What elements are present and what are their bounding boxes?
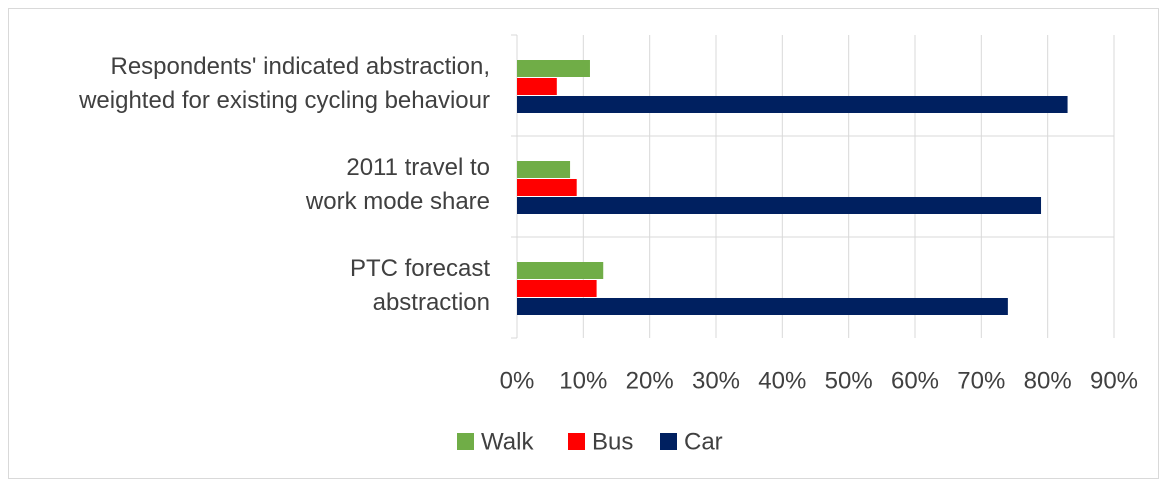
y-tick-label: abstraction	[373, 289, 490, 316]
x-tick-label: 60%	[891, 367, 939, 394]
legend-label: Car	[684, 428, 723, 455]
y-tick-label: weighted for existing cycling behaviour	[78, 87, 490, 114]
bar	[517, 280, 597, 297]
y-tick-label: Respondents' indicated abstraction,	[111, 53, 491, 80]
bar	[517, 78, 557, 95]
legend-swatch	[457, 433, 474, 450]
x-tick-label: 10%	[559, 367, 607, 394]
bar	[517, 179, 577, 196]
bar	[517, 60, 590, 77]
legend-label: Walk	[481, 428, 534, 455]
bar	[517, 96, 1068, 113]
legend-swatch	[568, 433, 585, 450]
chart-border	[8, 8, 1159, 479]
x-tick-label: 50%	[825, 367, 873, 394]
legend-swatch	[660, 433, 677, 450]
y-tick-label: PTC forecast	[350, 255, 490, 282]
x-tick-label: 40%	[758, 367, 806, 394]
x-tick-label: 80%	[1024, 367, 1072, 394]
x-tick-label: 70%	[957, 367, 1005, 394]
x-tick-label: 0%	[500, 367, 535, 394]
bar	[517, 262, 604, 279]
y-tick-label: work mode share	[305, 188, 490, 215]
y-tick-label: 2011 travel to	[346, 154, 490, 181]
bar	[517, 197, 1042, 214]
bar	[517, 161, 571, 178]
x-tick-label: 30%	[692, 367, 740, 394]
bar	[517, 298, 1008, 315]
x-tick-label: 90%	[1090, 367, 1138, 394]
x-tick-label: 20%	[626, 367, 674, 394]
legend-label: Bus	[592, 428, 633, 455]
